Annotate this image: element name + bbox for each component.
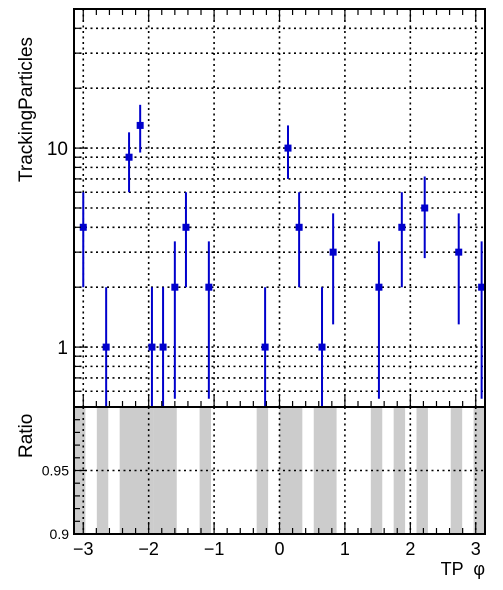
data-point-marker: [261, 343, 269, 351]
data-point-marker: [125, 153, 133, 161]
ratio-band: [199, 407, 211, 534]
data-point-marker: [171, 283, 179, 291]
bottom-y-tick-label: 0.9: [50, 526, 70, 542]
data-point-marker: [375, 283, 383, 291]
data-point-marker: [398, 223, 406, 231]
x-tick-label: 0: [274, 539, 284, 559]
bottom-y-axis-label: Ratio: [16, 414, 37, 458]
x-tick-label: −3: [73, 539, 94, 559]
data-point-marker: [102, 343, 110, 351]
data-point-marker: [79, 223, 87, 231]
data-point-marker: [284, 144, 292, 152]
x-tick-label: 3: [471, 539, 481, 559]
top-y-axis-label: TrackingParticles: [16, 37, 37, 182]
data-point-marker: [205, 283, 213, 291]
x-tick-label: 1: [340, 539, 350, 559]
axis-labels: TrackingParticles Ratio TP φ: [16, 37, 485, 579]
data-point-marker: [182, 223, 190, 231]
x-tick-label: 2: [405, 539, 415, 559]
data-point-marker: [455, 248, 463, 256]
data-point-marker: [329, 248, 337, 256]
ratio-band: [450, 407, 463, 534]
data-point-marker: [136, 121, 144, 129]
data-point-marker: [318, 343, 326, 351]
ratio-band: [153, 407, 177, 534]
ratio-band: [279, 407, 303, 534]
x-tick-label: −1: [204, 539, 225, 559]
data-point-marker: [478, 283, 486, 291]
bottom-plot-frame: [73, 406, 486, 535]
data-point-marker: [159, 343, 167, 351]
x-axis-label: TP φ: [441, 559, 485, 579]
data-point-marker: [421, 204, 429, 212]
top-y-tick-label: 1: [57, 338, 68, 359]
data-point-marker: [148, 343, 156, 351]
bottom-y-tick-label: 0.95: [42, 463, 69, 479]
top-data-points: [79, 104, 486, 407]
ratio-band: [313, 407, 337, 534]
ratio-band: [473, 407, 485, 534]
x-tick-label: −2: [138, 539, 159, 559]
top-grid: [74, 9, 485, 407]
data-point-marker: [295, 223, 303, 231]
bottom-grid: [74, 407, 485, 534]
top-y-tick-label: 10: [47, 139, 68, 160]
